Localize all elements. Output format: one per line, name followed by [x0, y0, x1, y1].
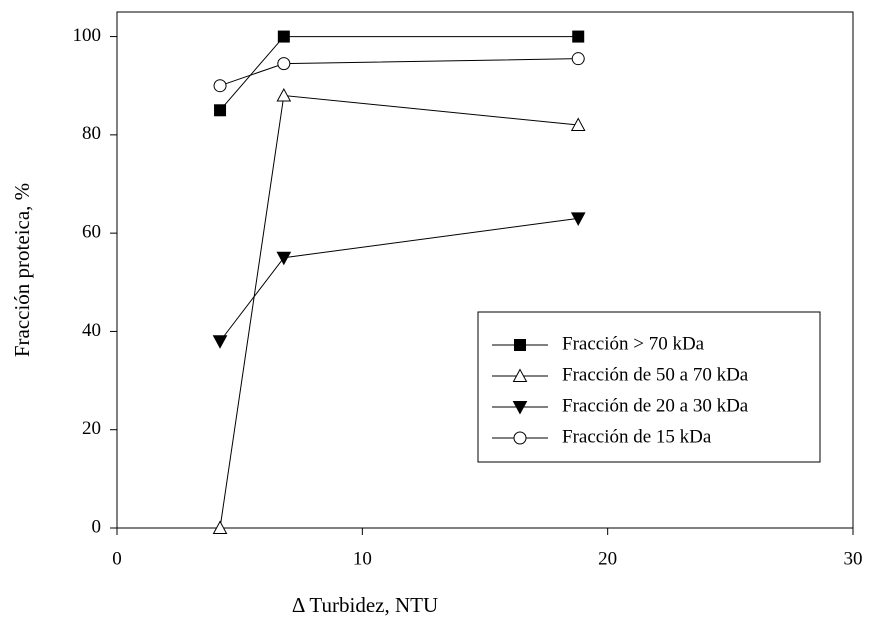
marker: [571, 52, 585, 66]
y-tick-label: 100: [73, 25, 102, 46]
y-tick-label: 20: [82, 418, 101, 439]
legend-label: Fracción > 70 kDa: [562, 333, 705, 354]
marker: [513, 431, 527, 445]
legend-label: Fracción de 50 a 70 kDa: [562, 364, 749, 385]
y-tick-label: 80: [82, 123, 101, 144]
marker: [572, 30, 585, 43]
x-tick-label: 10: [353, 548, 372, 569]
legend-label: Fracción de 20 a 30 kDa: [562, 395, 749, 416]
x-tick-label: 20: [598, 548, 617, 569]
legend-label: Fracción de 15 kDa: [562, 426, 712, 447]
y-tick-label: 60: [82, 222, 101, 243]
y-tick-label: 40: [82, 320, 101, 341]
plot-frame: [116, 11, 854, 529]
marker: [277, 57, 291, 71]
marker: [277, 30, 290, 43]
x-axis-title: Δ Turbidez, NTU: [292, 593, 438, 617]
marker: [570, 117, 586, 132]
marker: [276, 87, 292, 102]
series-line: [219, 58, 579, 87]
marker: [514, 339, 526, 351]
y-tick-label: 0: [92, 516, 102, 537]
marker: [276, 251, 292, 266]
marker: [213, 79, 227, 93]
legend-box: [477, 311, 821, 463]
series-line: [219, 36, 579, 111]
marker: [214, 104, 227, 117]
marker: [212, 520, 228, 534]
x-tick-label: 30: [844, 548, 863, 569]
y-axis-title: Fracción proteica, %: [10, 183, 34, 357]
marker: [212, 335, 228, 349]
marker: [512, 401, 528, 415]
marker: [570, 212, 586, 226]
marker: [512, 368, 528, 382]
x-tick-label: 0: [112, 548, 122, 569]
